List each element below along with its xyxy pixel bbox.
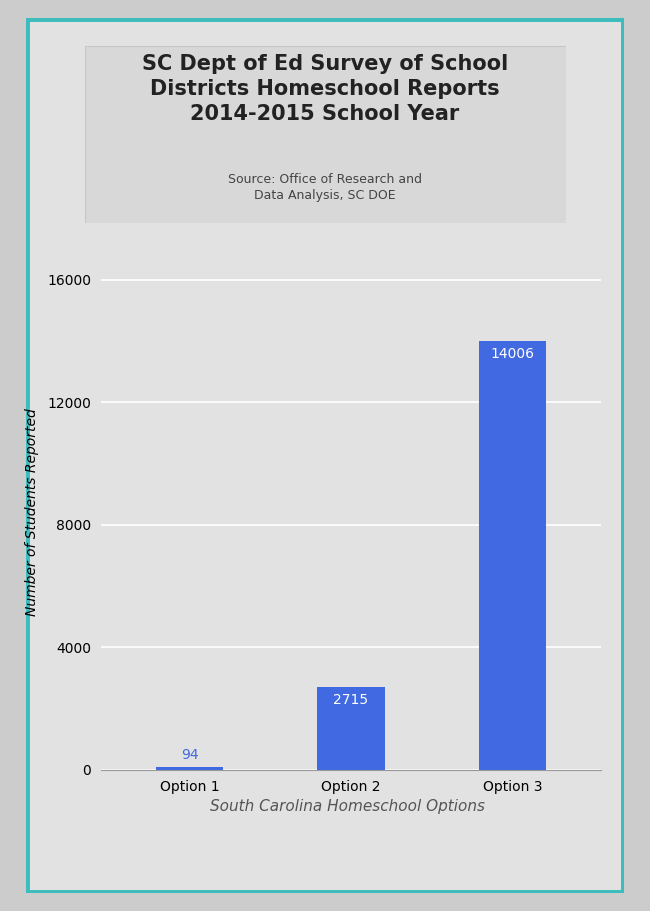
Text: 2715: 2715 [333,692,369,707]
Y-axis label: Number of Students Reported: Number of Students Reported [25,408,39,617]
Text: 94: 94 [181,748,198,763]
Text: SC Dept of Ed Survey of School
Districts Homeschool Reports
2014-2015 School Yea: SC Dept of Ed Survey of School Districts… [142,55,508,124]
Bar [155,767,224,770]
FancyBboxPatch shape [26,18,624,893]
Text: 14006: 14006 [491,347,534,361]
Bar [478,341,547,770]
Bar [317,687,385,770]
Text: South Carolina Homeschool Options: South Carolina Homeschool Options [210,799,486,814]
Text: Source: Office of Research and
Data Analysis, SC DOE: Source: Office of Research and Data Anal… [228,173,422,202]
FancyBboxPatch shape [84,46,566,223]
